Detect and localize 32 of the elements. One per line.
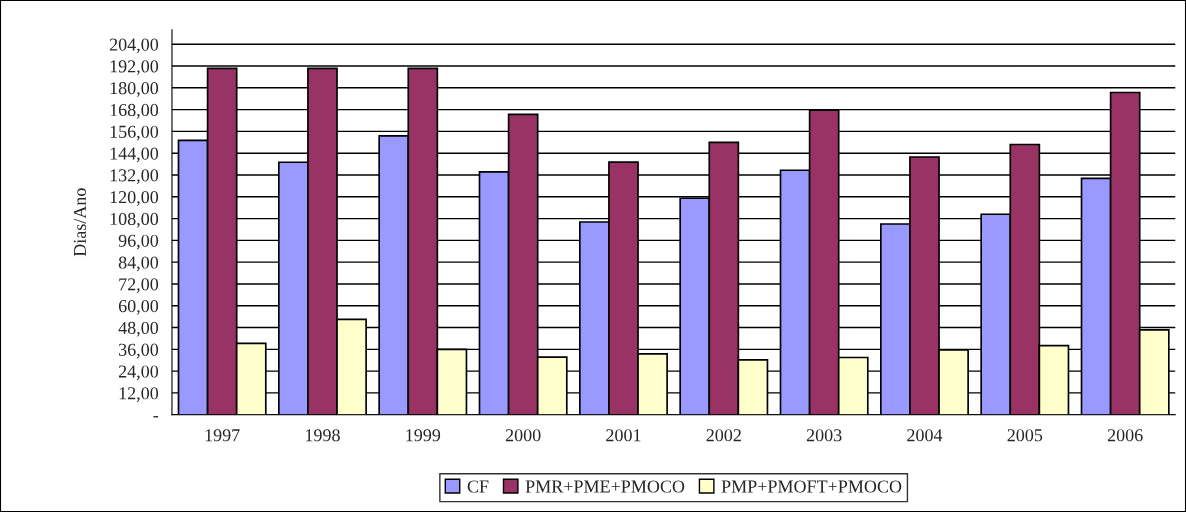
legend-label: PMP+PMOFT+PMOCO [721, 480, 902, 493]
x-tick-label: 1998 [306, 429, 340, 442]
x-tick-label: 2002 [706, 429, 741, 442]
legend-label: CF [467, 480, 489, 493]
y-tick-label: 168,00 [110, 103, 159, 119]
x-tick-label: 2004 [907, 429, 943, 442]
y-tick-label: 192,00 [110, 60, 159, 76]
x-tick-label: 2003 [806, 429, 842, 442]
x-tick-label: 2005 [1007, 429, 1043, 442]
x-tick-label: 2000 [505, 429, 541, 442]
y-tick-label: 24,00 [118, 365, 159, 381]
x-tick-label: 1999 [406, 429, 441, 442]
y-tick-label: 120,00 [110, 191, 159, 206]
y-tick-label: 60,00 [118, 300, 159, 315]
legend-label: PMR+PME+PMOCO [525, 480, 685, 493]
y-tick-label: 36,00 [119, 343, 159, 359]
x-tick-label: 2006 [1107, 429, 1143, 442]
y-tick-label: 72,00 [119, 278, 159, 293]
y-tick-label: 12,00 [119, 387, 159, 402]
y-tick-label: 132,00 [110, 169, 159, 185]
y-tick-label: 48,00 [118, 321, 159, 337]
x-tick-label: 2001 [606, 429, 641, 442]
y-tick-label: 96,00 [118, 234, 159, 250]
y-tick-label: 84,00 [118, 256, 159, 272]
x-tick-label: 1997 [205, 429, 240, 442]
y-tick-label: 108,00 [110, 212, 159, 228]
y-tick-label: - [153, 416, 159, 418]
y-tick-label: 156,00 [110, 125, 159, 141]
y-tick-label: 204,00 [109, 38, 159, 54]
y-tick-label: 144,00 [110, 147, 159, 163]
y-tick-label: 180,00 [110, 82, 159, 97]
y-axis-title: Dias/Ano [73, 188, 87, 257]
